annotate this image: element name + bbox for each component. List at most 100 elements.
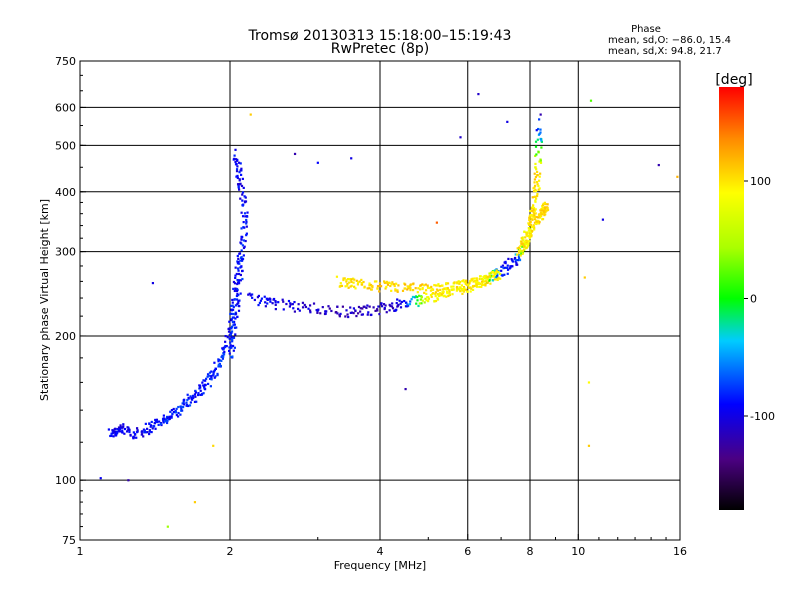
- data-point: [245, 232, 248, 235]
- data-point: [489, 276, 492, 279]
- data-point: [459, 290, 462, 293]
- data-point: [394, 288, 397, 291]
- data-point: [239, 162, 242, 165]
- data-point: [521, 243, 524, 246]
- data-point: [327, 305, 330, 308]
- data-point: [533, 218, 536, 221]
- data-point: [538, 160, 541, 163]
- data-point: [230, 336, 234, 339]
- data-point: [457, 287, 460, 291]
- data-point: [349, 311, 352, 315]
- data-point: [409, 284, 412, 287]
- data-point: [232, 336, 236, 339]
- data-point: [533, 226, 536, 229]
- data-point: [538, 216, 542, 219]
- data-point: [484, 284, 487, 287]
- data-point: [231, 338, 234, 341]
- data-point: [157, 423, 160, 427]
- data-point: [416, 291, 419, 294]
- data-point: [231, 301, 234, 304]
- data-point: [346, 277, 350, 281]
- data-point: [197, 392, 200, 395]
- data-point: [162, 419, 165, 422]
- data-point: [212, 373, 215, 376]
- data-point: [404, 305, 408, 308]
- data-point: [516, 259, 520, 262]
- data-point: [237, 309, 241, 312]
- data-point: [533, 208, 536, 211]
- data-point: [235, 326, 238, 329]
- data-point: [174, 411, 178, 414]
- data-point: [162, 414, 165, 417]
- data-point: [528, 228, 531, 231]
- data-point: [316, 310, 319, 313]
- data-point: [526, 234, 529, 238]
- x-tick-label: 10: [571, 545, 585, 558]
- data-point: [213, 361, 216, 364]
- data-point: [519, 250, 522, 253]
- data-point: [186, 398, 189, 402]
- data-point: [408, 286, 411, 289]
- data-point: [509, 265, 512, 268]
- data-point: [245, 220, 248, 224]
- data-point: [393, 309, 396, 312]
- data-point: [518, 251, 521, 254]
- data-point: [221, 357, 225, 360]
- data-point: [214, 375, 217, 378]
- data-point: [246, 215, 249, 218]
- data-point: [175, 413, 178, 417]
- data-point: [244, 239, 247, 243]
- y-tick-label: 750: [55, 55, 76, 68]
- data-point: [258, 301, 261, 305]
- data-point: [488, 272, 491, 275]
- data-point: [152, 425, 155, 428]
- data-point: [544, 203, 547, 206]
- data-point: [403, 287, 407, 290]
- data-point: [497, 271, 500, 274]
- data-point: [478, 282, 481, 285]
- data-point: [111, 429, 114, 432]
- data-point: [536, 170, 539, 174]
- data-point: [475, 284, 478, 287]
- data-point: [407, 287, 410, 290]
- data-point: [190, 396, 193, 399]
- data-point: [366, 313, 369, 316]
- data-point: [408, 303, 412, 306]
- data-point: [533, 214, 536, 217]
- data-point: [486, 281, 489, 284]
- data-point: [169, 410, 172, 413]
- data-point: [431, 291, 435, 295]
- data-point: [292, 307, 295, 310]
- data-point: [187, 404, 190, 408]
- data-point: [539, 161, 543, 164]
- data-point: [421, 299, 424, 302]
- data-point: [240, 238, 243, 241]
- data-point: [528, 233, 531, 236]
- data-point: [352, 281, 355, 284]
- data-point: [324, 310, 327, 313]
- data-point: [187, 396, 190, 399]
- data-point: [455, 286, 459, 289]
- data-point: [162, 417, 165, 420]
- data-point: [532, 211, 535, 214]
- data-point: [240, 258, 244, 261]
- data-point: [234, 317, 237, 320]
- data-point: [229, 341, 232, 344]
- data-point: [192, 394, 195, 397]
- data-point: [434, 292, 437, 295]
- data-point: [407, 304, 410, 307]
- data-point: [420, 284, 423, 287]
- data-point: [388, 309, 391, 312]
- data-point: [538, 175, 541, 178]
- data-point: [347, 286, 350, 289]
- data-point: [380, 305, 384, 308]
- data-point: [241, 199, 244, 202]
- data-point: [518, 258, 522, 262]
- data-point: [189, 395, 192, 398]
- data-point: [228, 352, 231, 355]
- data-point: [219, 364, 222, 368]
- data-point: [393, 284, 396, 288]
- data-point: [212, 444, 215, 447]
- data-point: [164, 419, 167, 422]
- data-point: [523, 245, 526, 248]
